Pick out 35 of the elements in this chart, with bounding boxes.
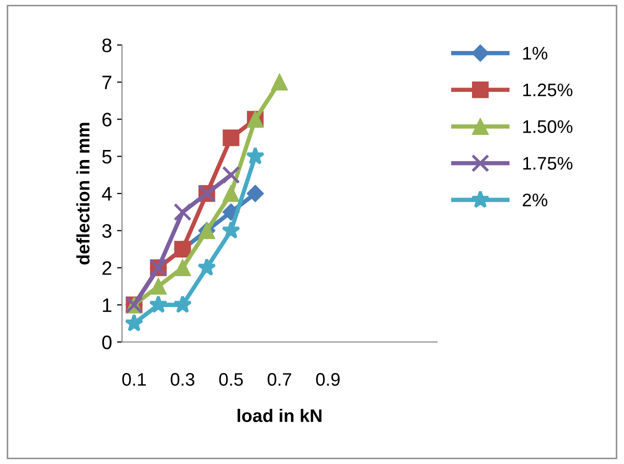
y-tick-label: 6 bbox=[102, 112, 112, 126]
x-tick-label: 0.5 bbox=[219, 373, 243, 386]
y-tick-label: 5 bbox=[102, 150, 112, 164]
point bbox=[149, 295, 168, 314]
point bbox=[222, 185, 240, 202]
point bbox=[173, 295, 192, 314]
point bbox=[271, 74, 288, 90]
legend-label: 1.50% bbox=[523, 120, 572, 134]
y-tick-label: 3 bbox=[102, 224, 112, 238]
x-tick-label: 0.1 bbox=[122, 373, 146, 386]
y-tick-label: 4 bbox=[102, 187, 112, 201]
point bbox=[124, 314, 144, 332]
x-axis-title: load in kN bbox=[238, 408, 322, 422]
point bbox=[150, 278, 167, 295]
y-tick-label: 0 bbox=[102, 335, 112, 350]
point bbox=[222, 220, 240, 239]
y-tick-label: 1 bbox=[102, 298, 112, 312]
point bbox=[174, 203, 192, 222]
legend-label: 1% bbox=[523, 46, 548, 60]
point bbox=[222, 129, 240, 146]
point bbox=[197, 258, 216, 276]
legend-label: 1.75% bbox=[523, 156, 572, 170]
x-tick-label: 0.7 bbox=[268, 373, 292, 386]
y-axis-title: deflection in mm bbox=[76, 122, 90, 264]
y-tick-label: 2 bbox=[102, 261, 112, 275]
x-tick-label: 0.9 bbox=[316, 373, 340, 386]
point bbox=[246, 146, 265, 165]
point bbox=[222, 166, 240, 184]
point bbox=[174, 259, 191, 276]
y-tick-label: 7 bbox=[102, 76, 112, 90]
x-tick-label: 0.3 bbox=[170, 373, 194, 386]
y-tick-label: 8 bbox=[102, 38, 112, 52]
legend-label: 1.25% bbox=[523, 84, 572, 96]
legend-label: 2% bbox=[522, 194, 548, 206]
point bbox=[246, 184, 264, 202]
